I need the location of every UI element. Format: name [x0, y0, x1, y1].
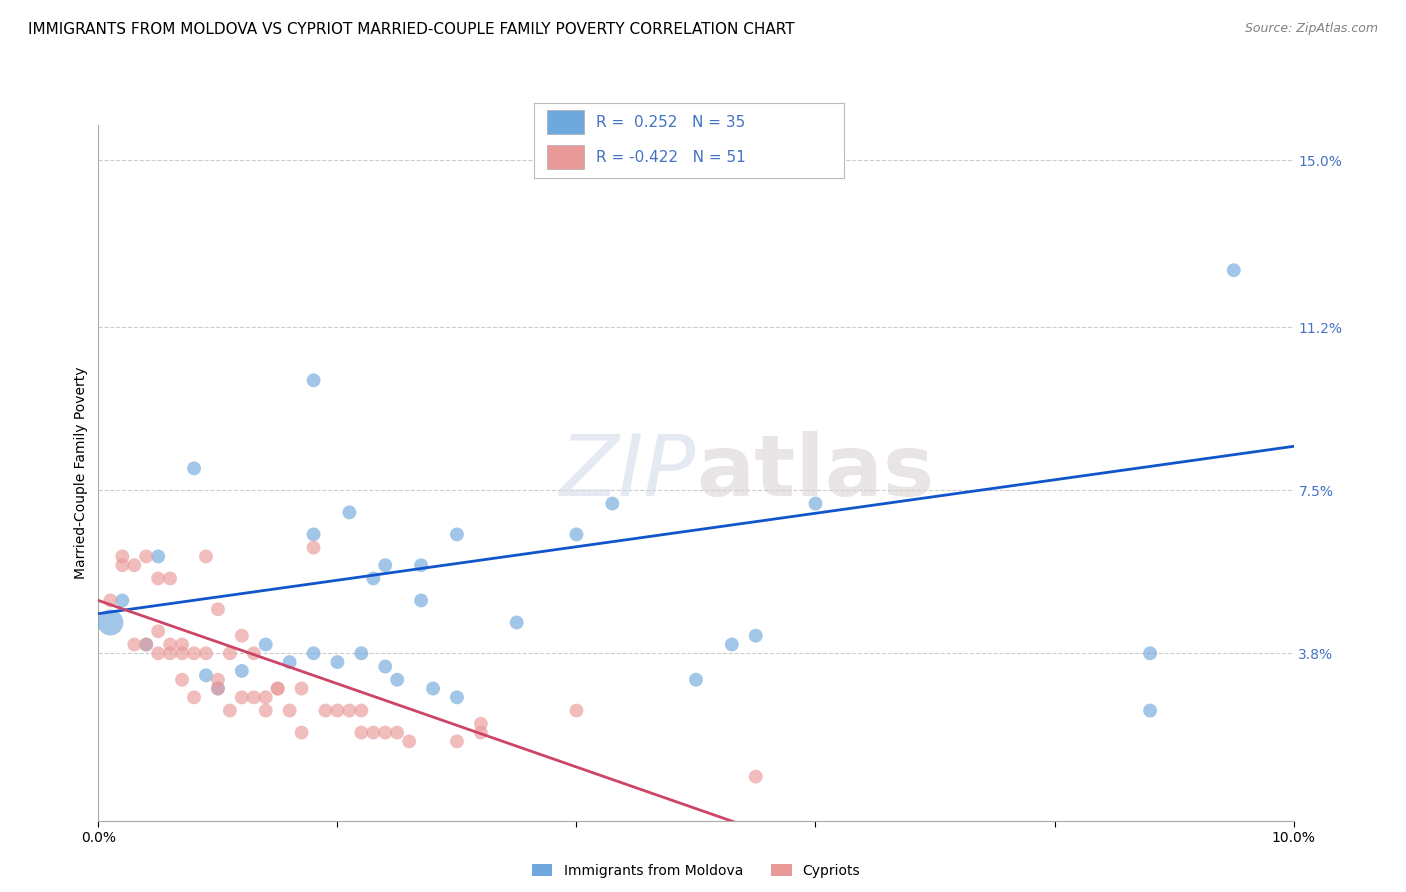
Text: ZIP: ZIP [560, 431, 696, 515]
Point [363, 571, 385, 585]
Text: R =  0.252   N = 35: R = 0.252 N = 35 [596, 115, 745, 130]
Point [172, 638, 194, 652]
Point [302, 646, 325, 660]
Point [207, 602, 229, 616]
Point [135, 549, 157, 564]
Point [254, 690, 277, 705]
Point [326, 704, 349, 718]
Point [745, 770, 768, 784]
Point [231, 664, 253, 678]
Point [470, 716, 492, 731]
Point [446, 527, 468, 541]
Point [1139, 646, 1161, 660]
Point [506, 615, 529, 630]
Point [195, 549, 218, 564]
Point [111, 593, 134, 607]
Point [148, 571, 170, 585]
Point [183, 690, 205, 705]
Point [267, 681, 290, 696]
Point [111, 558, 134, 573]
Point [148, 646, 170, 660]
Point [302, 541, 325, 555]
Point [446, 734, 468, 748]
Text: Source: ZipAtlas.com: Source: ZipAtlas.com [1244, 22, 1378, 36]
Bar [547, 111, 583, 135]
Point [278, 655, 301, 669]
Text: IMMIGRANTS FROM MOLDOVA VS CYPRIOT MARRIED-COUPLE FAMILY POVERTY CORRELATION CHA: IMMIGRANTS FROM MOLDOVA VS CYPRIOT MARRI… [28, 22, 794, 37]
Point [100, 615, 122, 630]
Point [350, 646, 373, 660]
Point [745, 629, 768, 643]
Point [207, 673, 229, 687]
Point [326, 655, 349, 669]
Legend: Immigrants from Moldova, Cypriots: Immigrants from Moldova, Cypriots [526, 858, 866, 883]
Point [385, 673, 409, 687]
Point [339, 704, 360, 718]
Point [243, 690, 266, 705]
Point [111, 549, 134, 564]
Point [219, 704, 242, 718]
Point [195, 668, 218, 682]
Point [219, 646, 242, 660]
Point [254, 704, 277, 718]
Point [172, 646, 194, 660]
Point [243, 646, 266, 660]
Point [159, 571, 181, 585]
Point [363, 725, 385, 739]
Point [254, 638, 277, 652]
Point [398, 734, 420, 748]
Point [159, 638, 181, 652]
Text: R = -0.422   N = 51: R = -0.422 N = 51 [596, 150, 747, 165]
Point [315, 704, 337, 718]
Point [148, 549, 170, 564]
Point [195, 646, 218, 660]
Point [207, 681, 229, 696]
Point [565, 527, 588, 541]
Point [291, 681, 314, 696]
Point [135, 638, 157, 652]
Point [291, 725, 314, 739]
Point [278, 704, 301, 718]
Point [124, 638, 146, 652]
Point [422, 681, 444, 696]
Point [470, 725, 492, 739]
Point [100, 593, 122, 607]
Bar [547, 145, 583, 169]
Point [231, 629, 253, 643]
Point [411, 593, 433, 607]
Point [1139, 704, 1161, 718]
Point [183, 461, 205, 475]
Point [267, 681, 290, 696]
Point [231, 690, 253, 705]
Point [124, 558, 146, 573]
Text: atlas: atlas [696, 431, 934, 515]
Point [207, 681, 229, 696]
Point [159, 646, 181, 660]
Point [1223, 263, 1246, 277]
Point [804, 497, 827, 511]
Point [374, 659, 396, 673]
Point [565, 704, 588, 718]
Point [302, 373, 325, 387]
Point [374, 558, 396, 573]
Point [411, 558, 433, 573]
Point [385, 725, 409, 739]
Point [148, 624, 170, 639]
Point [350, 725, 373, 739]
Point [302, 527, 325, 541]
Point [135, 638, 157, 652]
Point [183, 646, 205, 660]
Point [172, 673, 194, 687]
Point [602, 497, 624, 511]
Y-axis label: Married-Couple Family Poverty: Married-Couple Family Poverty [75, 367, 89, 579]
Point [721, 638, 744, 652]
Point [446, 690, 468, 705]
Point [374, 725, 396, 739]
Point [685, 673, 707, 687]
Point [350, 704, 373, 718]
Point [339, 505, 360, 519]
